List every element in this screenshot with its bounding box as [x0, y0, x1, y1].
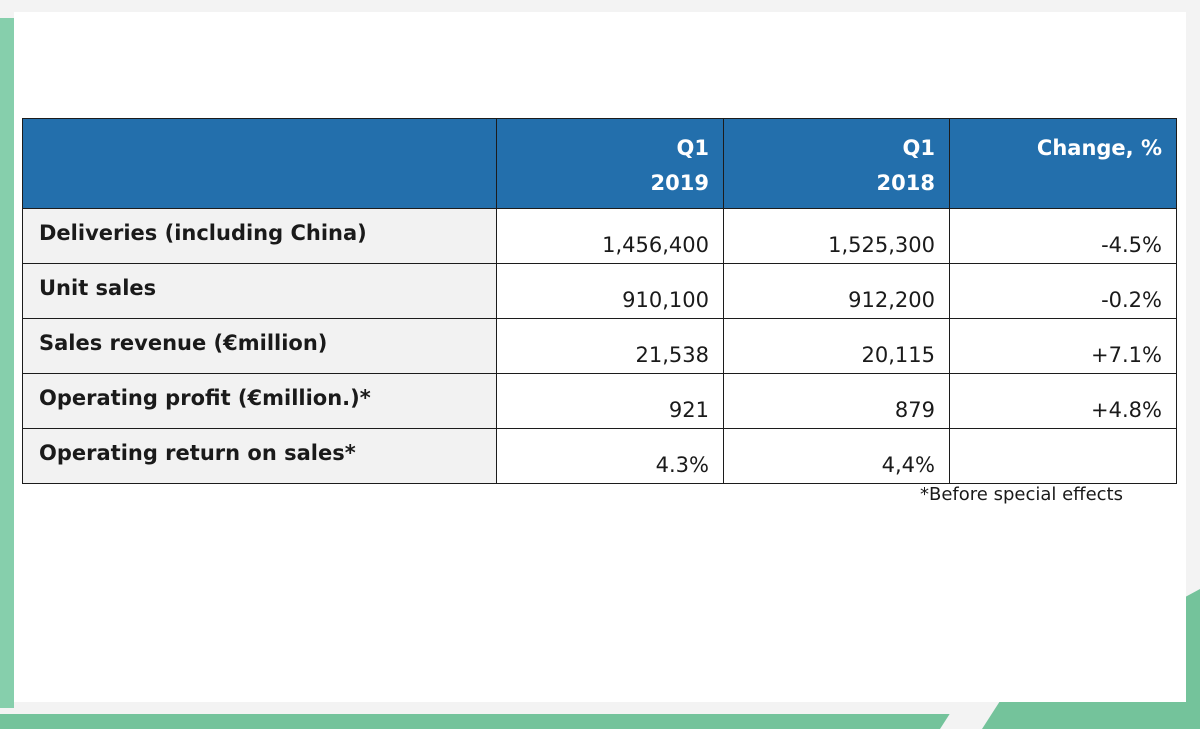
header-cell-change: Change, % [949, 118, 1177, 209]
header-cell-label [22, 118, 497, 209]
cell-q1-2018: 879 [723, 373, 950, 429]
cell-q1-2018: 912,200 [723, 263, 950, 319]
row-label: Unit sales [22, 263, 497, 319]
cell-change: +4.8% [949, 373, 1177, 429]
row-label: Operating return on sales* [22, 428, 497, 484]
cell-change [949, 428, 1177, 484]
table-row: Sales revenue (€million) 21,538 20,115 +… [22, 318, 1177, 374]
row-label: Sales revenue (€million) [22, 318, 497, 374]
header-q1-2018-line1: Q1 [902, 136, 935, 160]
row-label: Deliveries (including China) [22, 208, 497, 264]
bottom-accent-band [0, 714, 1200, 729]
cell-q1-2018: 20,115 [723, 318, 950, 374]
cell-q1-2019: 4.3% [496, 428, 724, 484]
row-label: Operating profit (€million.)* [22, 373, 497, 429]
cell-change: -4.5% [949, 208, 1177, 264]
header-q1-2018-line2: 2018 [876, 171, 935, 195]
table-row: Unit sales 910,100 912,200 -0.2% [22, 263, 1177, 319]
cell-q1-2019: 1,456,400 [496, 208, 724, 264]
header-q1-2019-line2: 2019 [650, 171, 709, 195]
cell-q1-2018: 4,4% [723, 428, 950, 484]
cell-change: -0.2% [949, 263, 1177, 319]
cell-q1-2019: 910,100 [496, 263, 724, 319]
table-header-row: Q1 2019 Q1 2018 Change, % [22, 118, 1177, 209]
header-q1-2019-line1: Q1 [676, 136, 709, 160]
table-row: Operating return on sales* 4.3% 4,4% [22, 428, 1177, 484]
header-cell-q1-2018: Q1 2018 [723, 118, 950, 209]
left-accent-strip [0, 18, 14, 708]
cell-change: +7.1% [949, 318, 1177, 374]
cell-q1-2019: 21,538 [496, 318, 724, 374]
results-table: Q1 2019 Q1 2018 Change, % Deliveries (in… [22, 118, 1177, 484]
header-cell-q1-2019: Q1 2019 [496, 118, 724, 209]
table-row: Operating profit (€million.)* 921 879 +4… [22, 373, 1177, 429]
cell-q1-2019: 921 [496, 373, 724, 429]
results-table-container: Q1 2019 Q1 2018 Change, % Deliveries (in… [22, 118, 1177, 484]
content-card: Q1 2019 Q1 2018 Change, % Deliveries (in… [14, 12, 1186, 702]
footnote: *Before special effects [920, 484, 1123, 505]
table-row: Deliveries (including China) 1,456,400 1… [22, 208, 1177, 264]
header-change-label: Change, % [1036, 136, 1162, 160]
cell-q1-2018: 1,525,300 [723, 208, 950, 264]
